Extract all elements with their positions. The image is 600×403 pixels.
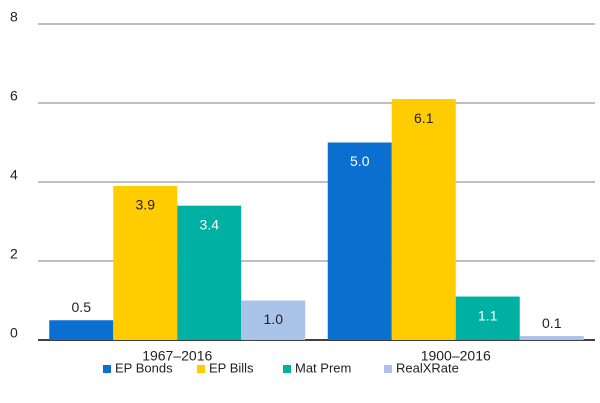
legend-label: EP Bills — [209, 360, 254, 375]
legend-swatch — [283, 365, 291, 373]
value-label: 0.5 — [72, 299, 92, 315]
bar — [49, 320, 114, 340]
y-tick-label: 0 — [10, 325, 18, 341]
bar — [519, 336, 584, 340]
legend-swatch — [103, 365, 111, 373]
value-label: 6.1 — [414, 110, 434, 126]
legend-label: RealXRate — [396, 360, 459, 375]
bar — [177, 205, 242, 340]
value-label: 3.4 — [200, 216, 220, 232]
bar — [113, 185, 178, 340]
bar — [455, 296, 520, 340]
x-tick-label: 1967–2016 — [142, 348, 212, 364]
x-tick-label: 1900–2016 — [421, 348, 491, 364]
y-tick-label: 2 — [10, 246, 18, 262]
value-label: 5.0 — [350, 153, 370, 169]
legend-swatch — [384, 365, 392, 373]
value-label: 3.9 — [136, 197, 156, 213]
legend-label: EP Bonds — [115, 360, 173, 375]
y-tick-label: 6 — [10, 88, 18, 104]
legend-label: Mat Prem — [295, 360, 351, 375]
value-label: 1.0 — [264, 311, 284, 327]
value-label: 0.1 — [542, 315, 562, 331]
y-tick-label: 4 — [10, 167, 18, 183]
value-label: 1.1 — [478, 307, 498, 323]
y-tick-label: 8 — [10, 9, 18, 25]
bar — [327, 142, 392, 340]
bar — [391, 99, 456, 340]
bar — [241, 300, 306, 340]
legend-swatch — [197, 365, 205, 373]
